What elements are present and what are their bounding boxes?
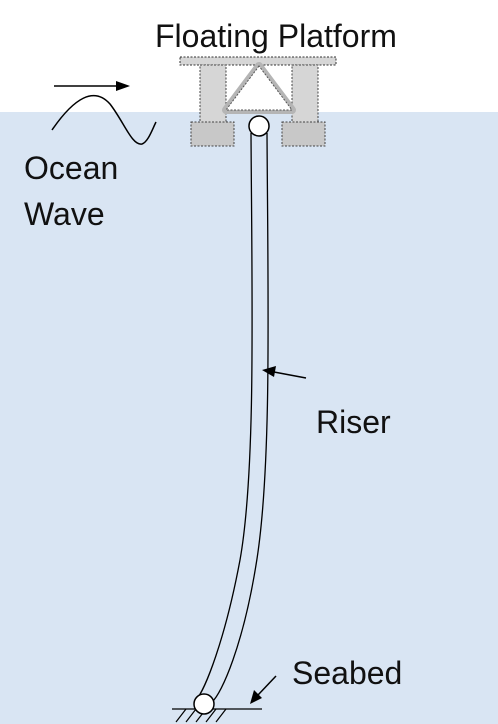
riser-label: Riser: [316, 404, 391, 440]
seabed-label: Seabed: [292, 655, 403, 691]
ocean-wave-icon: [51, 94, 157, 145]
wave-direction-arrow-icon: [54, 81, 130, 91]
riser-pointer-arrow: [262, 366, 307, 379]
seabed-pointer-arrow: [250, 675, 277, 704]
water-region: [0, 112, 498, 724]
riser-pipe: [195, 132, 269, 703]
wave-label: Wave: [24, 196, 105, 232]
floating-platform: [179, 56, 337, 147]
floating-platform-label: Floating Platform: [155, 18, 397, 54]
ocean-label: Ocean: [24, 150, 119, 186]
top-joint-icon: [248, 115, 270, 137]
bottom-joint-icon: [193, 693, 215, 715]
